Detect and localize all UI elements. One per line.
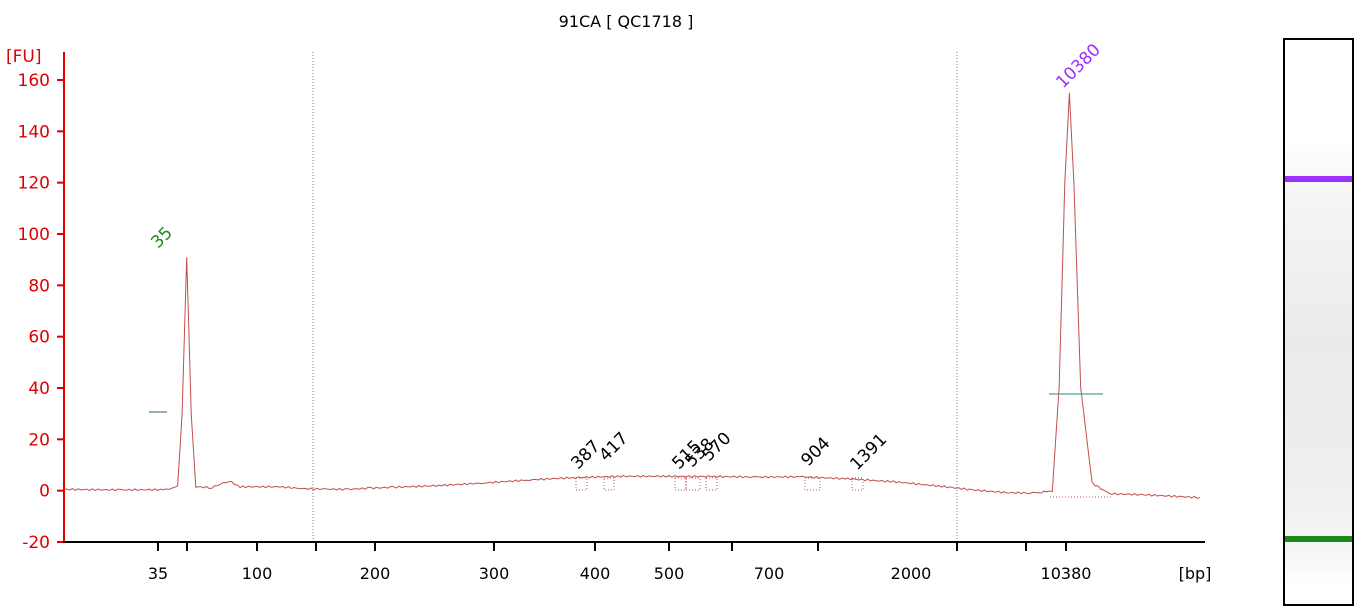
marker-baselines (149, 393, 1103, 413)
x-tick-label: 10380 (1041, 564, 1092, 583)
x-tick-label: 100 (242, 564, 273, 583)
y-tick-label: 20 (28, 430, 50, 450)
gel-band-lower-marker (1285, 536, 1352, 542)
integration-box (804, 477, 821, 491)
y-tick-label: -20 (22, 533, 50, 553)
region-lines (312, 52, 958, 542)
peak-label-417: 417 (595, 428, 632, 465)
y-tick-label: 160 (18, 71, 50, 91)
x-tick-label: 500 (654, 564, 685, 583)
y-tick-label: 120 (18, 174, 50, 194)
x-tick-label: 2000 (891, 564, 932, 583)
peak-label-10380: 10380 (1052, 40, 1104, 92)
chart-title: 91CA [ QC1718 ] (559, 12, 694, 31)
peak-label-35: 35 (147, 223, 176, 252)
x-tick-label: 200 (360, 564, 391, 583)
peak-label-1391: 1391 (846, 430, 891, 475)
y-tick-label: 40 (28, 379, 50, 399)
y-tick-label: 0 (39, 482, 50, 502)
integration-box (705, 477, 718, 491)
x-tick-label: 700 (754, 564, 785, 583)
x-tick-label: 400 (580, 564, 611, 583)
y-axis: -20 0 20 40 60 80 100 120 140 160 (18, 52, 65, 553)
y-unit-label: [FU] (6, 47, 42, 67)
integration-box (674, 477, 687, 491)
integration-box (603, 477, 615, 491)
x-tick-label: 300 (479, 564, 510, 583)
gel-lane (1283, 38, 1354, 606)
electropherogram-trace (63, 92, 1201, 499)
peak-label-904: 904 (797, 433, 834, 470)
x-unit-label: [bp] (1179, 564, 1212, 583)
peak-integration-boxes (575, 477, 1112, 498)
x-axis: 35 100 200 300 400 500 700 2000 10380 (63, 541, 1205, 583)
electropherogram-chart: 91CA [ QC1718 ] [FU] [bp] -20 0 20 40 60 80 10… (6, 12, 1212, 583)
x-tick-label: 35 (148, 564, 168, 583)
y-tick-label: 100 (18, 225, 50, 245)
integration-box (851, 477, 864, 491)
y-tick-label: 60 (28, 328, 50, 348)
gel-band-upper-marker (1285, 176, 1352, 182)
integration-box (575, 477, 588, 491)
y-tick-label: 80 (28, 276, 50, 296)
gel-lane-background (1285, 40, 1352, 604)
y-tick-label: 140 (18, 122, 50, 142)
integration-box (685, 477, 701, 491)
